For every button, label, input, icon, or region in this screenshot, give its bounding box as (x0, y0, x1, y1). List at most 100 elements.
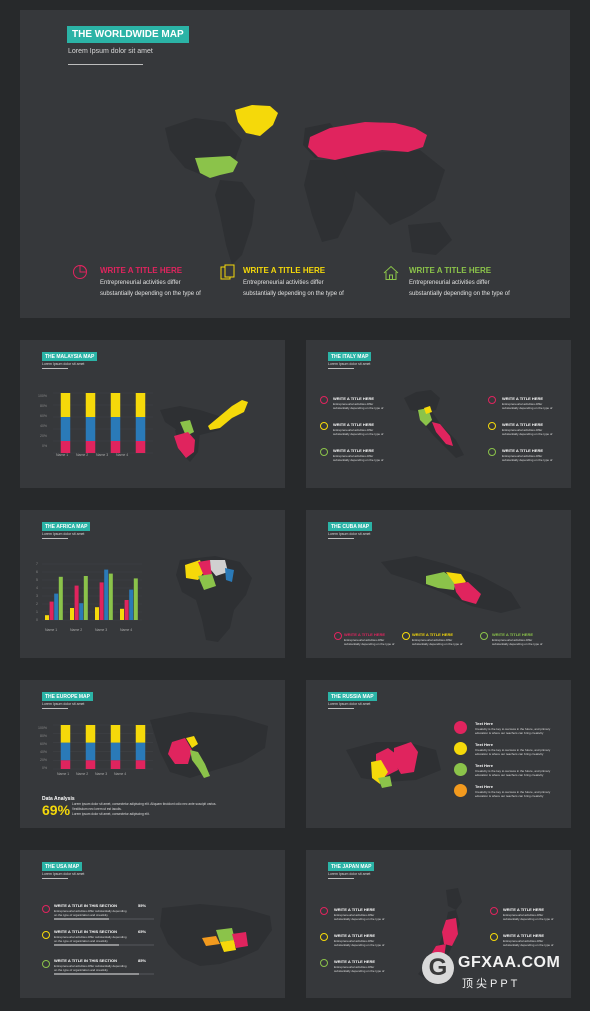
item-description: Entrepreneurial activities differ (502, 454, 543, 458)
item-description: Creativity is the key to success in the … (475, 769, 551, 773)
slide-title: THE MALAYSIA MAP (42, 352, 98, 361)
item-description: substantially depending on the type of (334, 943, 385, 947)
bar-segment (85, 742, 96, 761)
progress-bar (54, 944, 154, 946)
item-title: WRITE A TITLE HERE (333, 422, 375, 427)
region-usa (195, 156, 238, 178)
item-title: WRITE A TITLE HERE (503, 907, 545, 912)
item-description: on the type of organization and creativi… (54, 968, 108, 972)
item-title: WRITE A TITLE HERE (492, 632, 534, 637)
x-tick-label: Name 3 (96, 453, 109, 457)
bar (108, 573, 113, 620)
analysis-description: Lorem ipsum dolor sit amet, consectetur … (72, 812, 150, 816)
slide-subtitle: Lorem Ipsum dolor sit amet (328, 872, 371, 876)
bar-segment (110, 725, 121, 743)
item-description: substantially depending on the type of (334, 917, 385, 921)
y-tick-label: 6 (36, 570, 38, 574)
feature-title: WRITE A TITLE HERE (243, 266, 326, 275)
watermark-brand: GFXAA.COM (458, 954, 561, 971)
malaysia-map (160, 400, 248, 462)
pie-chart-icon (488, 396, 496, 404)
x-tick-label: Name 1 (45, 628, 58, 632)
item-title: WRITE A TITLE IN THIS SECTION (54, 903, 118, 908)
item-description: Entrepreneurial activities differ (344, 638, 385, 642)
bar-segment (110, 760, 121, 769)
documents-icon (320, 422, 328, 430)
documents-icon (490, 933, 498, 941)
title-underline (328, 538, 354, 539)
slide-title: THE USA MAP (42, 862, 83, 871)
documents-icon (402, 632, 410, 640)
bar (74, 585, 79, 620)
item-description: substantially depending on the type of (503, 943, 554, 947)
region-greenland (235, 105, 278, 136)
pie-chart-icon (73, 264, 88, 279)
target-icon (454, 784, 467, 797)
y-tick-label: 2 (36, 602, 38, 606)
bar-segment (85, 417, 96, 441)
slide-subtitle: Lorem Ipsum dolor sit amet (328, 702, 371, 706)
y-tick-label: 20% (40, 434, 48, 438)
slide-subtitle: Lorem Ipsum dolor sit amet (42, 702, 85, 706)
item-description: substantially depending on the type of (333, 406, 384, 410)
documents-icon (488, 422, 496, 430)
bar-segment (60, 393, 71, 417)
cuba-map (381, 556, 521, 613)
y-tick-label: 0% (42, 444, 48, 448)
home-icon (383, 265, 399, 280)
pie-chart-icon (320, 907, 328, 915)
y-tick-label: 20% (40, 758, 48, 762)
analysis-description: Vestibulum nec lorem ut est iaculis. (72, 807, 122, 811)
watermark: G GFXAA.COM 顶尖PPT (418, 948, 568, 998)
analysis-value: 69% (42, 802, 71, 818)
y-tick-label: 60% (40, 414, 48, 418)
bar-segment (85, 760, 96, 769)
y-tick-label: 60% (40, 742, 48, 746)
bar (79, 603, 84, 620)
slide-subtitle: Lorem Ipsum dolor sit amet (328, 362, 371, 366)
slide-usa-map: THE USA MAP Lorem Ipsum dolor sit amet W… (20, 850, 285, 998)
item-description: substantially depending on the type of (492, 642, 543, 646)
slide-subtitle: Lorem Ipsum dolor sit amet (328, 532, 371, 536)
item-title: Text Here (475, 742, 493, 747)
bar (70, 608, 74, 620)
slide-subtitle: Lorem Ipsum dolor sit amet (42, 532, 85, 536)
y-tick-label: 0 (36, 618, 38, 622)
item-description: substantially depending on the type of (333, 458, 384, 462)
item-description: Creativity is the key to success in the … (475, 748, 551, 752)
region-russia (308, 122, 427, 160)
y-tick-label: 7 (36, 562, 38, 566)
x-tick-label: Name 1 (57, 772, 70, 776)
bar-segment (60, 441, 71, 453)
item-description: substantially depending on the type of (502, 432, 553, 436)
y-tick-label: 80% (40, 734, 48, 738)
y-tick-label: 0% (42, 766, 48, 770)
item-description: Creativity is the key to success in the … (475, 727, 551, 731)
y-tick-label: 4 (36, 586, 38, 590)
bar-segment (110, 393, 121, 417)
title-underline (328, 878, 354, 879)
pie-chart-icon (490, 907, 498, 915)
bar (99, 582, 104, 620)
title-underline (42, 708, 68, 709)
feature-description: Entrepreneurial activities differ (243, 280, 324, 286)
bar (54, 593, 59, 620)
watermark-logo-letter: G (428, 954, 448, 981)
pie-chart-icon (320, 396, 328, 404)
africa-bar-chart (42, 563, 142, 621)
item-title: WRITE A TITLE HERE (344, 632, 386, 637)
slide-title: THE WORLDWIDE MAP (67, 26, 189, 43)
africa-map (176, 556, 252, 642)
progress-fill (54, 973, 139, 975)
x-tick-label: Name 2 (70, 628, 83, 632)
bar-segment (135, 417, 146, 441)
slide-title: THE JAPAN MAP (328, 862, 375, 871)
x-tick-label: Name 4 (120, 628, 133, 632)
bar (58, 576, 63, 620)
documents-icon (320, 933, 328, 941)
item-description: substantially depending on the type of (333, 432, 384, 436)
item-description: education is where our teachers can brin… (475, 731, 544, 735)
x-tick-label: Name 2 (76, 772, 89, 776)
home-icon (488, 448, 496, 456)
title-underline (42, 878, 68, 879)
